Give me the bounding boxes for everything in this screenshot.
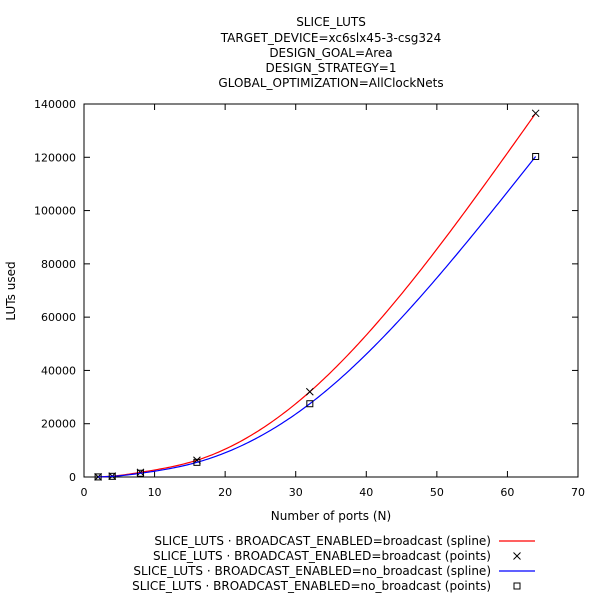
data-point-square-marker — [193, 458, 201, 466]
series-line-1 — [98, 112, 537, 478]
series-line-3 — [98, 156, 537, 478]
y-tick-label: 40000 — [41, 364, 76, 377]
data-point-square-marker — [532, 152, 540, 160]
chart-title-line-2: TARGET_DEVICE=xc6slx45-3-csg324 — [220, 31, 442, 45]
x-tick-label: 50 — [430, 486, 444, 499]
chart-title-line-4: DESIGN_STRATEGY=1 — [266, 61, 397, 75]
y-axis: 0 20000 40000 60000 80000 100000 120000 140000 — [34, 98, 578, 484]
chart-title: SLICE_LUTS TARGET_DEVICE=xc6slx45-3-csg3… — [218, 15, 443, 90]
data-point-square-marker — [136, 469, 144, 477]
legend-label-3: SLICE_LUTS · BROADCAST_ENABLED=no_broadc… — [133, 564, 491, 578]
series-layer — [94, 109, 540, 481]
y-tick-label: 140000 — [34, 98, 76, 111]
x-tick-label: 60 — [500, 486, 514, 499]
chart-title-line-3: DESIGN_GOAL=Area — [269, 46, 392, 60]
x-tick-label: 40 — [359, 486, 373, 499]
marker-stroke — [513, 552, 521, 560]
legend-swatch-x-2 — [513, 552, 521, 560]
x-axis-label: Number of ports (N) — [271, 509, 391, 523]
plot-frame — [83, 103, 579, 478]
legend-label-2: SLICE_LUTS · BROADCAST_ENABLED=broadcast… — [153, 549, 491, 563]
legend-swatches — [499, 540, 535, 590]
chart-title-line-5: GLOBAL_OPTIMIZATION=AllClockNets — [218, 76, 443, 90]
x-tick-label: 0 — [81, 486, 88, 499]
y-tick-label: 0 — [69, 471, 76, 484]
data-point-square-marker — [108, 472, 116, 480]
data-point-square-marker — [94, 473, 102, 481]
legend-label-4: SLICE_LUTS · BROADCAST_ENABLED=no_broadc… — [132, 579, 491, 593]
y-tick-label: 80000 — [41, 258, 76, 271]
y-tick-label: 120000 — [34, 151, 76, 164]
y-tick-label: 100000 — [34, 205, 76, 218]
y-tick-label: 20000 — [41, 418, 76, 431]
marker-stroke — [305, 387, 314, 396]
y-axis-label: LUTs used — [4, 261, 18, 320]
marker-stroke — [531, 109, 540, 118]
x-axis: 0 10 20 30 40 50 60 70 — [81, 104, 585, 499]
x-tick-label: 20 — [218, 486, 232, 499]
x-tick-label: 10 — [148, 486, 162, 499]
x-tick-label: 30 — [289, 486, 303, 499]
legend-label-1: SLICE_LUTS · BROADCAST_ENABLED=broadcast… — [154, 534, 491, 548]
y-tick-label: 60000 — [41, 311, 76, 324]
data-point-square-marker — [306, 400, 314, 408]
chart-title-line-1: SLICE_LUTS — [296, 15, 366, 29]
legend-swatch-square-4 — [513, 582, 521, 590]
legend: SLICE_LUTS · BROADCAST_ENABLED=broadcast… — [132, 534, 535, 593]
data-point-x-marker — [305, 387, 314, 396]
x-tick-label: 70 — [571, 486, 585, 499]
data-point-x-marker — [531, 109, 540, 118]
